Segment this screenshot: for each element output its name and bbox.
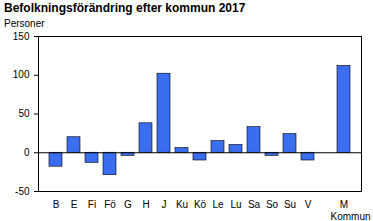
svg-text:100: 100 <box>13 69 30 80</box>
html-text:Befolkningsförändring efter ko: Befolkningsförändring efter kommun 2017 <box>4 1 246 15</box>
svg-text:So: So <box>266 199 279 210</box>
svg-text:-50: -50 <box>15 186 30 197</box>
svg-text:50: 50 <box>18 108 30 119</box>
svg-text:J: J <box>162 199 167 210</box>
svg-text:B: B <box>53 199 60 210</box>
svg-text:V: V <box>305 199 312 210</box>
svg-text:M: M <box>340 199 348 210</box>
svg-text:Fi: Fi <box>88 199 96 210</box>
svg-text:Sa: Sa <box>248 199 261 210</box>
svg-text:G: G <box>124 199 132 210</box>
html-text:Personer: Personer <box>4 18 45 29</box>
svg-text:Su: Su <box>284 199 296 210</box>
svg-text:E: E <box>71 199 78 210</box>
svg-text:0: 0 <box>24 147 30 158</box>
svg-text:Ku: Ku <box>176 199 188 210</box>
svg-text:Fö: Fö <box>104 199 116 210</box>
svg-text:Le: Le <box>212 199 224 210</box>
svg-text:Lu: Lu <box>230 199 241 210</box>
svg-text:150: 150 <box>13 31 30 42</box>
svg-text:Kö: Kö <box>194 199 207 210</box>
svg-text:H: H <box>142 199 149 210</box>
svg-text:Kommun: Kommun <box>330 211 370 221</box>
